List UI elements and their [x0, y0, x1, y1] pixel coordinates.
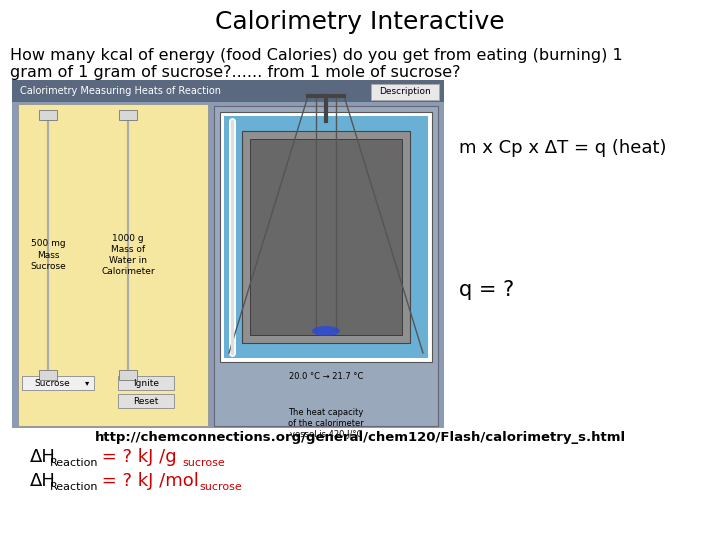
Text: sucrose: sucrose: [199, 482, 242, 492]
Bar: [118, 376, 174, 390]
Bar: [119, 370, 137, 380]
Text: sucrose: sucrose: [182, 458, 225, 468]
Bar: [371, 84, 439, 100]
Text: m x Cp x ΔT = q (heat): m x Cp x ΔT = q (heat): [459, 139, 667, 157]
Bar: [22, 376, 94, 390]
Bar: [250, 139, 402, 335]
Bar: [214, 106, 438, 426]
Text: ΔH: ΔH: [30, 472, 56, 490]
Text: 20.0 °C → 21.7 °C: 20.0 °C → 21.7 °C: [289, 372, 363, 381]
Text: = ? kJ /g: = ? kJ /g: [96, 448, 176, 466]
Bar: [12, 80, 444, 102]
Text: 1000 g
Mass of
Water in
Calorimeter: 1000 g Mass of Water in Calorimeter: [102, 234, 155, 276]
Text: Ignite: Ignite: [133, 379, 159, 388]
Bar: [39, 110, 57, 120]
Text: Reaction: Reaction: [50, 458, 99, 468]
Text: The heat capacity
of the calorimeter
vessel is 420 J/°C: The heat capacity of the calorimeter ves…: [288, 408, 364, 439]
Text: ▾: ▾: [85, 379, 89, 388]
Bar: [118, 394, 174, 408]
Text: How many kcal of energy (food Calories) do you get from eating (burning) 1: How many kcal of energy (food Calories) …: [10, 48, 623, 63]
Bar: [242, 131, 410, 343]
Text: Calorimetry Measuring Heats of Reaction: Calorimetry Measuring Heats of Reaction: [20, 86, 221, 96]
Text: = ? kJ /mol: = ? kJ /mol: [96, 472, 199, 490]
Bar: [119, 110, 137, 120]
Bar: [18, 104, 208, 426]
Text: Description: Description: [379, 87, 431, 97]
Text: ΔH: ΔH: [30, 448, 56, 466]
Bar: [224, 116, 428, 358]
Ellipse shape: [312, 326, 340, 336]
Bar: [220, 112, 432, 362]
Text: Reaction: Reaction: [50, 482, 99, 492]
Text: Sucrose: Sucrose: [34, 379, 70, 388]
Text: Calorimetry Interactive: Calorimetry Interactive: [215, 10, 505, 34]
Bar: [12, 80, 444, 428]
Text: gram of 1 gram of sucrose?...... from 1 mole of sucrose?: gram of 1 gram of sucrose?...... from 1 …: [10, 65, 461, 80]
Text: Reset: Reset: [133, 396, 158, 406]
Text: 500 mg
Mass
Sucrose: 500 mg Mass Sucrose: [30, 239, 66, 271]
Bar: [39, 370, 57, 380]
Text: q = ?: q = ?: [459, 280, 514, 300]
Text: http://chemconnections.org/general/chem120/Flash/calorimetry_s.html: http://chemconnections.org/general/chem1…: [94, 431, 626, 444]
